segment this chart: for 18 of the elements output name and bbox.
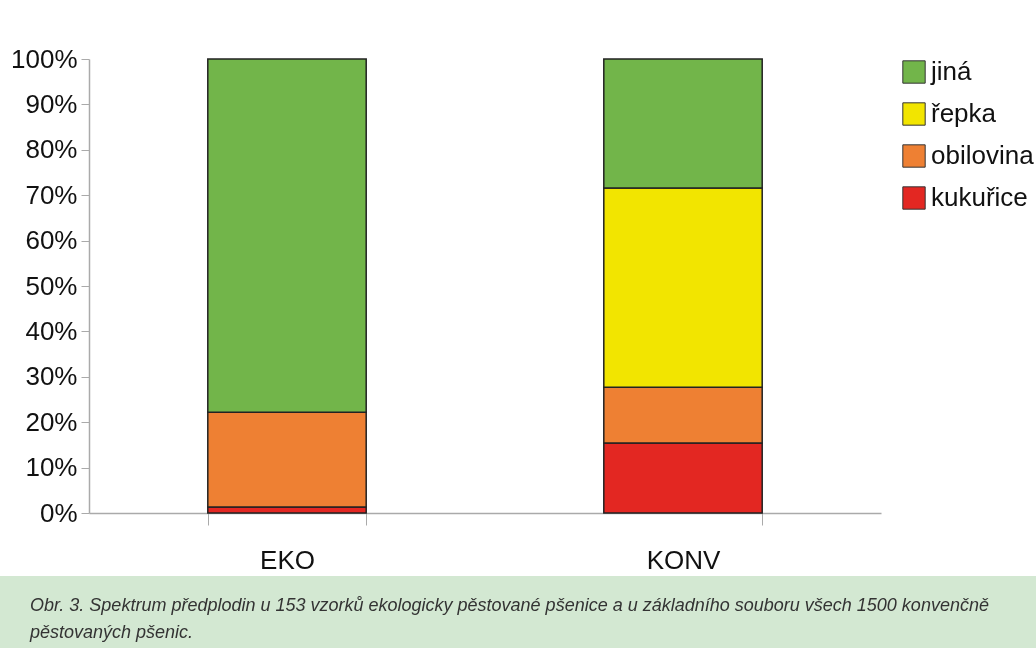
y-tick-label: 20% (25, 406, 78, 437)
y-tick-label: 0% (39, 497, 78, 528)
x-tick-label: EKO (260, 544, 315, 575)
y-tick-label: 60% (25, 225, 78, 256)
legend-label: jiná (930, 56, 973, 86)
y-tick-label: 50% (25, 270, 78, 301)
y-tick-label: 30% (25, 361, 78, 392)
y-tick-label: 70% (25, 179, 78, 210)
x-tick-label: KONV (646, 544, 721, 575)
text: Obr. 3. Spektrum předplodin u 153 vzorků ekologicky pěstované pšenice a u základního souboru všech 1500 konvenčně pěstovaných pšenic. (0, 576, 1036, 648)
y-tick-label: 10% (25, 452, 78, 483)
legend-label: obilovina (931, 140, 1035, 170)
legend-label: kukuřice (931, 182, 1028, 212)
y-tick-label: 90% (25, 88, 78, 119)
y-tick-label: 100% (11, 43, 78, 74)
legend-label: řepka (931, 98, 997, 128)
y-tick-label: 80% (25, 134, 78, 165)
y-tick-label: 40% (25, 315, 78, 346)
